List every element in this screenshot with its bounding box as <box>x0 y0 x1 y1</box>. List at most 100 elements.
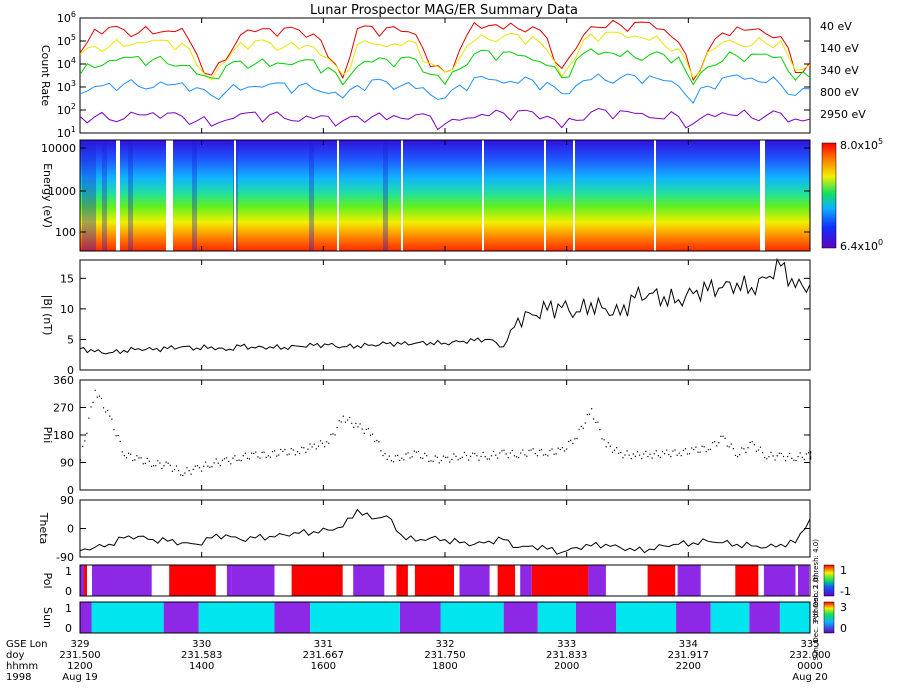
sunlight-segment <box>91 602 164 633</box>
phi-point <box>309 443 311 445</box>
phi-point <box>434 455 436 457</box>
phi-point <box>607 442 609 444</box>
phi-point <box>182 474 184 477</box>
phi-point <box>766 458 768 460</box>
colorbar-max-label: 8.0x105 <box>840 137 883 152</box>
phi-point <box>430 460 432 462</box>
polarity-side-text: Pol: Dec. 2 (thresh: 4.0) <box>812 539 820 622</box>
phi-point <box>94 389 96 391</box>
phi-point <box>785 460 787 462</box>
phi-point <box>132 459 134 462</box>
phi-point <box>417 451 420 453</box>
data-gap <box>544 140 546 251</box>
sunlight-segment <box>503 602 538 633</box>
polarity-segment <box>520 565 532 596</box>
data-gap <box>166 140 173 251</box>
colorbar-tick-label: -1 <box>840 585 851 598</box>
phi-point <box>186 467 188 469</box>
gse-lon-tick: 331 <box>314 639 333 650</box>
polarity-segment <box>396 565 408 596</box>
phi-point <box>680 455 682 457</box>
count-rate-series-line <box>79 31 811 81</box>
theta-axis-label: Theta <box>37 512 50 545</box>
phi-point <box>307 448 309 450</box>
data-gap <box>337 140 339 251</box>
phi-point <box>413 450 415 452</box>
phi-point <box>618 452 620 454</box>
phi-point <box>119 440 121 442</box>
phi-point <box>157 460 159 462</box>
phi-point <box>107 409 109 411</box>
hhmm-tick: 1200 <box>67 661 92 672</box>
phi-point <box>165 461 167 463</box>
panel-frame <box>79 564 811 597</box>
y-tick-label: 100 <box>55 226 76 239</box>
phi-point <box>810 451 812 453</box>
phi-point <box>712 442 714 444</box>
energy-colorbar <box>821 142 837 249</box>
phi-point <box>518 457 520 459</box>
phi-point <box>520 452 522 454</box>
phi-point <box>105 411 107 413</box>
phi-point <box>720 435 722 437</box>
y-tick-label: 0 <box>67 523 74 536</box>
phi-point <box>634 455 636 457</box>
phi-point <box>142 463 144 465</box>
phi-point <box>148 460 150 462</box>
phi-point <box>643 453 645 455</box>
phi-point <box>311 446 313 448</box>
sunlight-segment <box>274 602 311 633</box>
phi-point <box>267 455 269 457</box>
spectrogram-dark-band <box>82 140 96 251</box>
phi-point <box>167 462 169 464</box>
phi-point <box>138 457 140 459</box>
panel-frame <box>79 601 811 634</box>
spectrogram-dark-band <box>102 140 107 251</box>
phi-point <box>215 458 217 460</box>
phi-point <box>230 463 232 465</box>
y-tick-label: 90 <box>60 494 74 507</box>
phi-point <box>284 448 286 451</box>
phi-point <box>513 455 515 457</box>
phi-point <box>351 422 353 424</box>
phi-point <box>695 446 697 448</box>
phi-point <box>497 457 499 459</box>
polarity-segment <box>226 565 232 596</box>
polarity-segment <box>588 565 606 596</box>
phi-point <box>290 448 292 450</box>
phi-point <box>501 450 503 452</box>
polarity-segment <box>647 565 676 596</box>
phi-point <box>511 450 513 452</box>
phi-point <box>570 439 572 441</box>
phi-point <box>795 460 797 462</box>
panel-frame <box>79 379 811 491</box>
y-tick-label: 0 <box>67 364 74 377</box>
field-magnitude-axis-label: |B| (nT) <box>41 295 54 336</box>
phi-point <box>296 451 299 453</box>
phi-point <box>686 453 689 455</box>
count-rate-series-line <box>79 107 811 131</box>
time-axis-row-label: GSE Lon <box>6 639 47 650</box>
sunlight-segment <box>163 602 199 633</box>
polarity-segment <box>459 565 490 596</box>
phi-point <box>359 423 361 425</box>
phi-point <box>772 455 774 457</box>
phi-point <box>774 459 776 461</box>
phi-point <box>259 457 261 459</box>
phi-point <box>90 406 92 408</box>
sunlight-side-text: Sun: Dec. 3 (thresh: 1.0) <box>812 574 820 660</box>
count-rate-axis-label: Count Rate <box>39 45 52 107</box>
phi-point <box>226 457 228 459</box>
phi-point <box>651 457 653 459</box>
y-tick-label: 10000 <box>41 142 76 155</box>
phi-point <box>465 454 468 456</box>
y-tick-label: 10 <box>60 303 74 316</box>
phi-point <box>436 456 438 458</box>
phi-point <box>457 459 459 461</box>
polarity-segment <box>497 565 516 596</box>
y-tick-label: 103 <box>57 79 76 94</box>
phi-point <box>451 458 453 460</box>
phi-point <box>192 468 194 470</box>
data-gap <box>760 140 765 251</box>
phi-point <box>401 457 403 459</box>
